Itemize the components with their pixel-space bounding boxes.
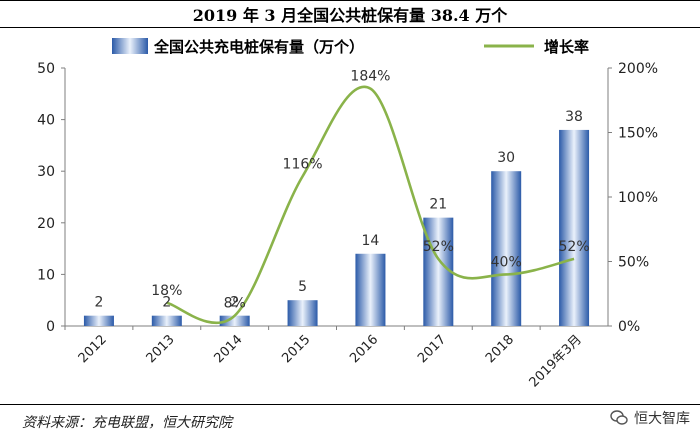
growth-value-label: 40% <box>491 254 522 270</box>
chart-title: 2019 年 3 月全国公共桩保有量 38.4 万个 <box>192 6 508 25</box>
growth-line <box>166 85 575 324</box>
y-left-tick-label: 50 <box>37 61 55 77</box>
y-right-tick-label: 200% <box>618 61 658 77</box>
watermark-text: 恒大智库 <box>634 411 690 427</box>
bar <box>491 171 522 326</box>
legend-bar-swatch <box>112 38 148 54</box>
wechat-icon <box>610 410 628 425</box>
y-left-tick-label: 10 <box>37 267 55 283</box>
y-left-tick-label: 40 <box>37 113 55 129</box>
bar <box>219 315 250 326</box>
footer-rule <box>0 404 700 405</box>
bar <box>423 217 454 326</box>
y-right-tick-label: 150% <box>618 126 658 142</box>
y-left-tick-label: 0 <box>46 319 55 335</box>
x-tick-label: 2019年3月 <box>527 332 585 390</box>
growth-value-label: 116% <box>283 156 323 172</box>
x-tick-label: 2016 <box>347 332 381 366</box>
watermark: 恒大智库 <box>610 408 690 428</box>
bar-value-label: 38 <box>565 109 583 125</box>
legend: 全国公共充电桩保有量（万个） 增长率 <box>112 38 589 56</box>
growth-value-label: 52% <box>559 239 590 255</box>
bar <box>151 315 182 326</box>
x-tick-label: 2018 <box>483 332 517 366</box>
bars <box>83 129 590 326</box>
growth-value-label: 8% <box>224 296 246 312</box>
y-right-tick-label: 50% <box>618 255 649 271</box>
x-tick-label: 2014 <box>212 332 246 366</box>
y-left-tick-label: 20 <box>37 216 55 232</box>
bar-value-label: 2 <box>94 295 103 311</box>
bar-value-label: 14 <box>362 233 380 249</box>
bar <box>83 315 114 326</box>
growth-value-label: 18% <box>151 283 182 299</box>
bar-value-label: 2 <box>162 295 171 311</box>
bar-value-label: 5 <box>298 279 307 295</box>
y-right-tick-label: 100% <box>618 190 658 206</box>
source-note: 资料来源：充电联盟，恒大研究院 <box>22 415 232 431</box>
data-labels: 2 2 2 5 14 21 30 38 18% 8% 116% 184% 52% 40% 52% <box>94 69 589 312</box>
growth-value-label: 52% <box>423 239 454 255</box>
growth-value-label: 184% <box>350 69 390 85</box>
bar <box>287 300 318 326</box>
bar <box>355 253 386 326</box>
title-bar: 2019 年 3 月全国公共桩保有量 38.4 万个 <box>0 0 700 28</box>
x-tick-label: 2015 <box>279 332 313 366</box>
bar-value-label: 2 <box>230 295 239 311</box>
y-left-tick-label: 30 <box>37 164 55 180</box>
legend-line-label: 增长率 <box>544 38 589 56</box>
x-tick-label: 2017 <box>415 332 449 366</box>
bar-value-label: 21 <box>429 197 447 213</box>
x-tick-label: 2012 <box>76 332 110 366</box>
chart: 全国公共充电桩保有量（万个） 增长率 0 10 20 30 40 50 0% 50% 100% 15… <box>37 38 658 390</box>
growth-line-path <box>166 85 575 324</box>
x-tick-label: 2013 <box>144 332 178 366</box>
legend-bar-label: 全国公共充电桩保有量（万个） <box>153 38 364 56</box>
bar-value-label: 30 <box>497 150 515 166</box>
bar <box>559 129 590 326</box>
y-right-tick-label: 0% <box>618 319 640 335</box>
